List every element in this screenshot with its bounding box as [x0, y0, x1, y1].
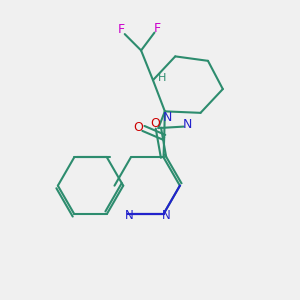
Text: N: N	[125, 209, 134, 222]
Text: F: F	[118, 23, 125, 36]
Text: O: O	[150, 117, 160, 130]
Text: O: O	[133, 121, 143, 134]
Text: N: N	[162, 209, 171, 222]
Text: F: F	[153, 22, 161, 34]
Text: N: N	[163, 111, 172, 124]
Text: N: N	[182, 118, 192, 131]
Text: H: H	[158, 73, 167, 83]
